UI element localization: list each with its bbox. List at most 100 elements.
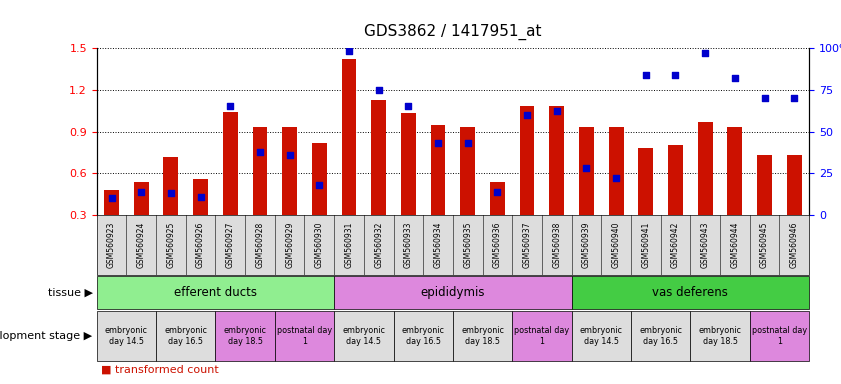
Text: GSM560940: GSM560940 — [611, 222, 621, 268]
Point — [431, 140, 445, 146]
Point — [610, 175, 623, 181]
Text: GSM560924: GSM560924 — [137, 222, 145, 268]
Bar — [749, 311, 809, 361]
Text: GSM560942: GSM560942 — [671, 222, 680, 268]
Bar — [460, 127, 475, 215]
Text: GSM560928: GSM560928 — [256, 222, 264, 268]
Text: ■ transformed count: ■ transformed count — [101, 365, 219, 375]
Bar — [97, 311, 156, 361]
Point — [669, 72, 682, 78]
Text: efferent ducts: efferent ducts — [174, 286, 257, 299]
Text: GSM560927: GSM560927 — [225, 222, 235, 268]
Text: postnatal day
1: postnatal day 1 — [277, 326, 332, 346]
Point — [253, 149, 267, 155]
Bar — [156, 311, 215, 361]
Point — [521, 112, 534, 118]
Text: GSM560943: GSM560943 — [701, 222, 710, 268]
Text: GSM560945: GSM560945 — [760, 222, 769, 268]
Bar — [371, 99, 386, 215]
Bar — [97, 276, 334, 309]
Text: GSM560941: GSM560941 — [642, 222, 650, 268]
Text: GSM560939: GSM560939 — [582, 222, 591, 268]
Bar — [275, 311, 334, 361]
Bar — [549, 106, 564, 215]
Text: tissue ▶: tissue ▶ — [47, 288, 93, 298]
Point — [639, 72, 653, 78]
Text: embryonic
day 16.5: embryonic day 16.5 — [639, 326, 682, 346]
Text: GSM560937: GSM560937 — [522, 222, 532, 268]
Point — [758, 95, 771, 101]
Point — [698, 50, 711, 56]
Text: postnatal day
1: postnatal day 1 — [752, 326, 807, 346]
Text: GSM560925: GSM560925 — [167, 222, 176, 268]
Text: epididymis: epididymis — [420, 286, 485, 299]
Text: vas deferens: vas deferens — [653, 286, 728, 299]
Text: GSM560930: GSM560930 — [315, 222, 324, 268]
Bar — [452, 311, 512, 361]
Point — [787, 95, 801, 101]
Bar — [572, 276, 809, 309]
Bar — [312, 143, 327, 215]
Text: GSM560932: GSM560932 — [374, 222, 383, 268]
Point — [164, 190, 177, 196]
Bar — [341, 59, 357, 215]
Bar — [787, 155, 801, 215]
Bar — [334, 276, 572, 309]
Bar — [512, 311, 572, 361]
Text: GSM560923: GSM560923 — [107, 222, 116, 268]
Point — [579, 165, 593, 171]
Point — [105, 195, 119, 201]
Point — [224, 103, 237, 109]
Bar — [193, 179, 208, 215]
Point — [135, 189, 148, 195]
Text: GSM560936: GSM560936 — [493, 222, 502, 268]
Bar — [401, 113, 415, 215]
Bar — [252, 127, 267, 215]
Point — [550, 108, 563, 114]
Text: embryonic
day 14.5: embryonic day 14.5 — [105, 326, 148, 346]
Text: embryonic
day 16.5: embryonic day 16.5 — [402, 326, 445, 346]
Point — [313, 182, 326, 188]
Point — [283, 152, 296, 158]
Bar — [690, 311, 749, 361]
Bar — [631, 311, 690, 361]
Bar — [163, 157, 178, 215]
Text: GSM560926: GSM560926 — [196, 222, 205, 268]
Text: GSM560946: GSM560946 — [790, 222, 799, 268]
Bar — [579, 127, 594, 215]
Text: postnatal day
1: postnatal day 1 — [515, 326, 569, 346]
Point — [728, 75, 742, 81]
Text: GSM560933: GSM560933 — [404, 222, 413, 268]
Text: embryonic
day 18.5: embryonic day 18.5 — [699, 326, 742, 346]
Text: embryonic
day 14.5: embryonic day 14.5 — [579, 326, 623, 346]
Text: GSM560935: GSM560935 — [463, 222, 472, 268]
Bar — [727, 127, 743, 215]
Point — [490, 189, 504, 195]
Bar — [757, 155, 772, 215]
Text: GSM560938: GSM560938 — [553, 222, 561, 268]
Bar — [134, 182, 149, 215]
Bar — [698, 122, 712, 215]
Point — [402, 103, 415, 109]
Point — [342, 48, 356, 55]
Bar — [572, 311, 631, 361]
Bar — [394, 311, 452, 361]
Text: embryonic
day 18.5: embryonic day 18.5 — [461, 326, 504, 346]
Text: GSM560944: GSM560944 — [730, 222, 739, 268]
Bar — [215, 311, 275, 361]
Point — [194, 194, 208, 200]
Text: GSM560934: GSM560934 — [434, 222, 442, 268]
Bar — [668, 146, 683, 215]
Bar — [638, 148, 653, 215]
Bar — [283, 127, 297, 215]
Text: development stage ▶: development stage ▶ — [0, 331, 93, 341]
Text: GDS3862 / 1417951_at: GDS3862 / 1417951_at — [364, 24, 542, 40]
Bar — [104, 190, 119, 215]
Bar — [490, 182, 505, 215]
Text: GSM560931: GSM560931 — [345, 222, 353, 268]
Text: embryonic
day 16.5: embryonic day 16.5 — [164, 326, 207, 346]
Point — [372, 87, 385, 93]
Bar — [223, 112, 238, 215]
Bar — [609, 127, 623, 215]
Bar — [334, 311, 394, 361]
